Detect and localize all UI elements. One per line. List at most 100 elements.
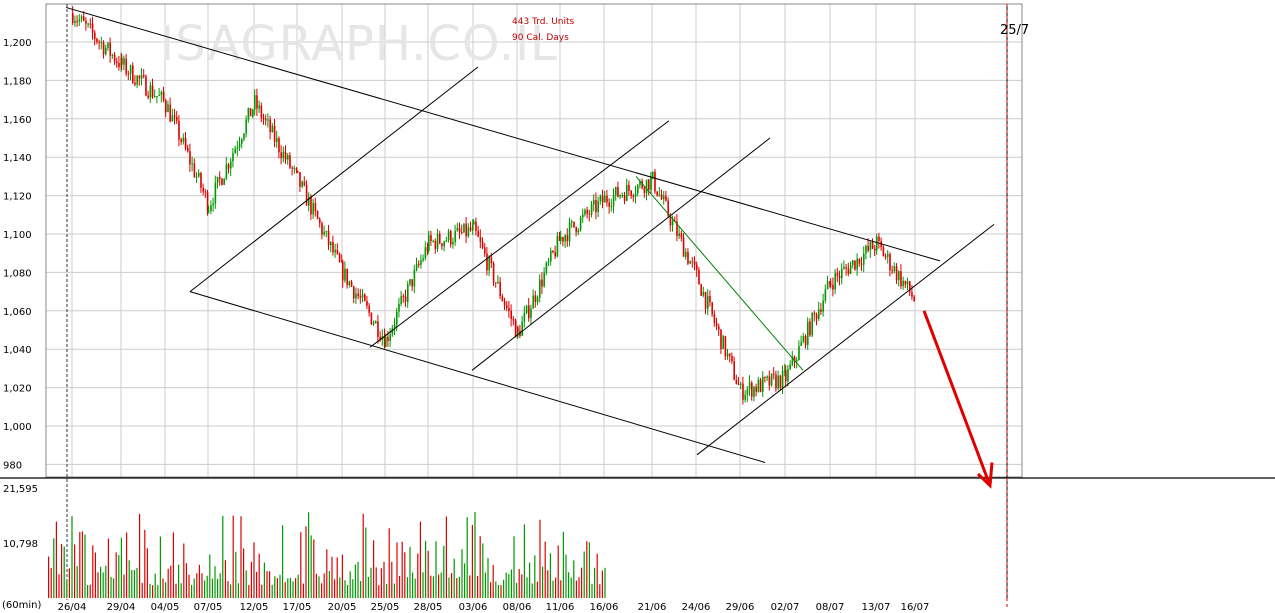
candle-body	[169, 104, 171, 122]
candle-body	[617, 187, 619, 197]
volume-bar	[175, 583, 177, 598]
candle-body	[645, 179, 648, 194]
candle-body	[815, 314, 818, 319]
candle-body	[426, 247, 429, 251]
price-tick-label: 1,020	[3, 384, 32, 395]
volume-bar	[165, 582, 167, 598]
candle-body	[579, 217, 582, 230]
candle-body	[364, 294, 366, 301]
candle-body	[724, 336, 727, 357]
volume-bar	[495, 581, 497, 598]
volume-bar	[128, 560, 130, 598]
volume-bar	[66, 580, 68, 598]
candle-body	[316, 210, 319, 219]
candle-body	[243, 133, 245, 140]
candle-body	[325, 231, 328, 233]
candle-body	[582, 214, 584, 218]
volume-bar	[318, 576, 320, 598]
candle-body	[407, 284, 409, 302]
candle-body	[813, 312, 816, 315]
volume-bar	[534, 555, 536, 598]
candle-body	[530, 308, 532, 319]
candle-body	[564, 235, 566, 242]
volume-bar	[560, 580, 562, 598]
candle-body	[330, 241, 332, 246]
candle-body	[781, 370, 784, 388]
candle-body	[87, 23, 89, 25]
candle-body	[595, 199, 597, 213]
volume-bar	[133, 570, 135, 598]
candle-body	[191, 163, 193, 165]
candle-body	[807, 321, 809, 345]
volume-bar	[300, 532, 302, 598]
candle-body	[83, 16, 85, 21]
candle-body	[528, 305, 530, 319]
volume-bar	[479, 536, 481, 598]
candle-body	[550, 250, 552, 262]
price-tick-label: 1,080	[3, 268, 32, 279]
volume-bar	[50, 568, 52, 598]
candle-body	[391, 328, 394, 335]
volume-bar	[591, 583, 593, 598]
candle-body	[696, 264, 698, 270]
volume-bar	[224, 560, 226, 598]
volume-bar	[58, 574, 60, 598]
date-tick-label: 12/05	[240, 602, 269, 613]
date-tick-label: 20/05	[328, 602, 357, 613]
volume-bar	[139, 513, 141, 598]
candle-body	[893, 266, 896, 271]
candle-body	[541, 279, 543, 287]
candle-body	[865, 245, 867, 254]
volume-bar	[565, 554, 567, 598]
candle-body	[604, 195, 606, 203]
date-tick-label: 13/07	[862, 602, 891, 613]
candle-body	[869, 242, 872, 251]
candle-body	[310, 196, 312, 215]
rising-support-line	[696, 224, 995, 456]
candle-body	[830, 283, 832, 285]
candle-body	[143, 74, 145, 77]
volume-bar	[198, 564, 200, 598]
candle-body	[539, 279, 541, 298]
candle-body	[436, 233, 439, 249]
candle-body	[566, 235, 569, 242]
volume-bar	[469, 575, 471, 598]
volume-bar	[292, 581, 294, 598]
volume-bar	[146, 548, 148, 598]
volume-bar	[417, 553, 419, 598]
candle-body	[757, 379, 760, 392]
candle-body	[490, 257, 493, 264]
candle-body	[402, 296, 405, 298]
candle-body	[428, 235, 430, 251]
candle-body	[308, 196, 310, 206]
candle-body	[379, 336, 381, 340]
volume-bar	[367, 576, 369, 598]
volume-bar	[276, 578, 278, 598]
candle-body	[276, 138, 278, 142]
volume-bar	[170, 565, 172, 598]
volume-bar	[149, 583, 151, 598]
price-tick-label: 980	[3, 460, 22, 471]
candle-body	[735, 379, 738, 384]
candle-body	[744, 394, 746, 400]
candle-body	[219, 176, 221, 179]
volume-bar	[474, 512, 476, 598]
candle-body	[404, 296, 407, 302]
chart-grid	[46, 4, 1022, 477]
candle-body	[252, 109, 254, 117]
candle-body	[291, 167, 293, 169]
candle-body	[660, 194, 663, 200]
candle-body	[800, 341, 802, 346]
candle-body	[234, 148, 236, 154]
candle-body	[262, 118, 265, 120]
candle-body	[876, 236, 878, 251]
candle-body	[486, 253, 488, 271]
candle-body	[396, 311, 398, 325]
candle-body	[178, 120, 180, 140]
candle-body	[707, 296, 709, 309]
candle-body	[626, 184, 628, 201]
candle-body	[898, 271, 900, 281]
volume-axis: 21,595 10,798	[3, 484, 38, 550]
volume-bar	[497, 584, 499, 598]
candle-body	[254, 95, 256, 110]
